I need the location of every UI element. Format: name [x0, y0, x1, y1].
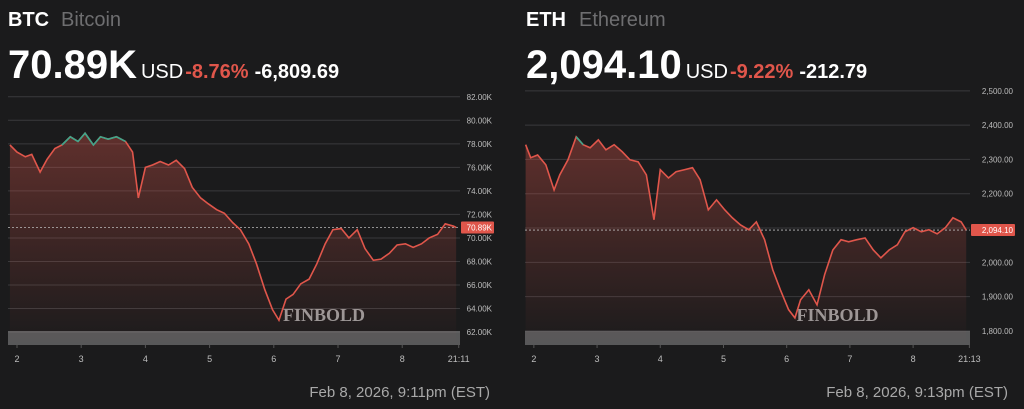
- x-tick-label: 21:13: [958, 354, 981, 364]
- area: [9, 133, 457, 345]
- area: [525, 136, 967, 345]
- x-tick-label: 7: [847, 354, 852, 364]
- change-percent: -9.22%: [730, 61, 794, 83]
- x-tick-label: 6: [784, 354, 789, 364]
- x-tick-label: 6: [271, 354, 276, 364]
- price: 2,094.10: [526, 43, 682, 87]
- asset-name: Ethereum: [579, 9, 666, 31]
- y-tick-label: 82.00K: [467, 93, 493, 102]
- symbol: BTC: [8, 9, 49, 31]
- y-tick-label: 2,000.00: [982, 258, 1014, 267]
- timestamp: Feb 8, 2026, 9:13pm (EST): [826, 384, 1008, 401]
- change: -6,809.69: [255, 61, 340, 83]
- price-line: [524, 135, 967, 320]
- y-tick-label: 62.00K: [467, 328, 493, 337]
- timestamp: Feb 8, 2026, 9:11pm (EST): [309, 384, 490, 401]
- change-percent: -8.76%: [185, 61, 249, 83]
- change: -212.79: [799, 61, 867, 83]
- x-tick-label: 21:11: [448, 354, 470, 364]
- y-tick-label: 68.00K: [467, 257, 493, 266]
- x-tick-label: 8: [400, 354, 405, 364]
- price-tag: [971, 224, 1015, 237]
- y-tick-label: 66.00K: [467, 281, 493, 290]
- price-tag-label: 2,094.10: [982, 226, 1014, 235]
- y-tick-label: 76.00K: [467, 163, 493, 172]
- y-tick-label: 1,900.00: [982, 293, 1014, 302]
- y-tick-label: 70.00K: [467, 234, 493, 243]
- currency: USD: [686, 61, 728, 83]
- y-tick-label: 2,300.00: [982, 155, 1014, 164]
- x-tick-label: 3: [595, 354, 600, 364]
- symbol: ETH: [526, 9, 566, 31]
- x-tick-label: 4: [143, 354, 148, 364]
- price-tag: [461, 221, 494, 234]
- y-tick-label: 64.00K: [467, 305, 493, 314]
- currency: USD: [141, 61, 183, 83]
- asset-name: Bitcoin: [61, 9, 121, 31]
- y-tick-label: 74.00K: [467, 187, 493, 196]
- y-tick-label: 1,800.00: [982, 327, 1014, 336]
- x-tick-label: 7: [336, 354, 341, 364]
- price-line-up: [575, 136, 584, 146]
- x-tick-label: 8: [911, 354, 916, 364]
- y-tick-label: 2,500.00: [982, 87, 1014, 96]
- x-tick-label: 3: [79, 354, 84, 364]
- x-tick-label: 2: [531, 354, 536, 364]
- price-line-up: [61, 131, 126, 147]
- x-tick-label: 5: [207, 354, 212, 364]
- y-tick-label: 72.00K: [467, 210, 493, 219]
- x-tick-label: 5: [721, 354, 726, 364]
- y-tick-label: 80.00K: [467, 116, 493, 125]
- price-tag-label: 70.89K: [467, 223, 493, 232]
- y-tick-label: 2,200.00: [982, 190, 1014, 199]
- y-tick-label: 2,400.00: [982, 121, 1014, 130]
- price: 70.89K: [8, 43, 137, 87]
- x-tick-label: 4: [658, 354, 663, 364]
- y-tick-label: 78.00K: [467, 140, 493, 149]
- x-tick-label: 2: [14, 354, 19, 364]
